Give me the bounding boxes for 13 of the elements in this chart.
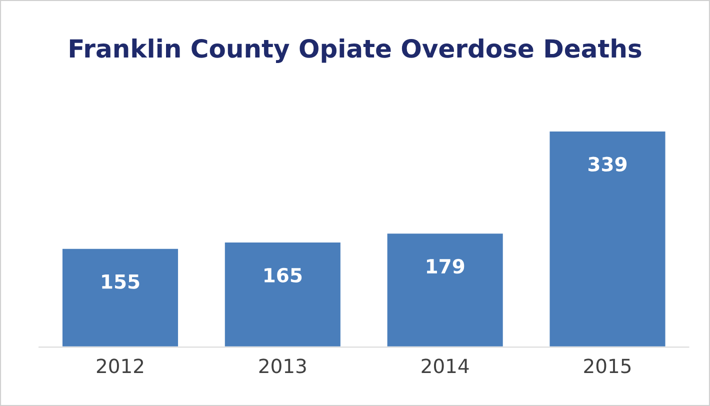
data-label: 165 — [264, 268, 302, 283]
x-tick-label: 2015 — [584, 358, 631, 374]
data-label: 179 — [426, 258, 464, 274]
bar — [61, 248, 180, 348]
x-tick-label: 2012 — [96, 358, 144, 374]
chart-title: Franklin County Opiate Overdose Deaths — [70, 38, 642, 63]
x-tick-label: 2013 — [259, 358, 306, 374]
bar — [386, 232, 504, 348]
bar — [548, 130, 667, 348]
x-tick-label: 2014 — [422, 358, 469, 374]
bar — [224, 241, 342, 348]
data-label: 155 — [102, 274, 140, 289]
data-label: 339 — [588, 156, 627, 172]
